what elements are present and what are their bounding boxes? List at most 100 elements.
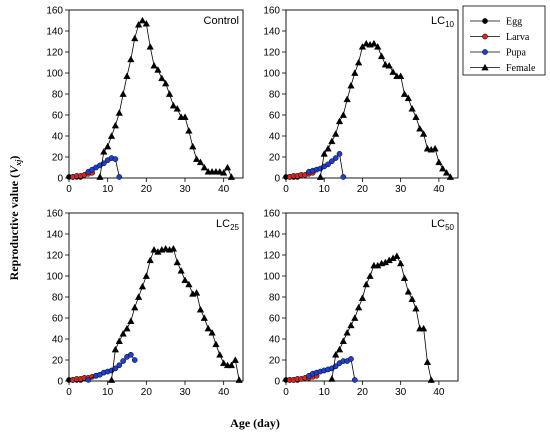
data-point bbox=[377, 52, 386, 60]
data-point bbox=[128, 351, 134, 358]
y-tick-label: 0 bbox=[57, 174, 63, 185]
panel-label-sub: 10 bbox=[445, 20, 454, 29]
data-point bbox=[431, 144, 439, 152]
x-tick-label: 20 bbox=[357, 184, 369, 195]
x-tick-label: 40 bbox=[218, 184, 230, 195]
data-point bbox=[397, 72, 405, 79]
x-tick-label: 30 bbox=[179, 184, 191, 195]
y-tick-label: 100 bbox=[263, 69, 280, 80]
y-tick-label: 120 bbox=[263, 48, 280, 59]
series-female bbox=[316, 39, 454, 180]
data-point bbox=[347, 321, 355, 329]
y-tick-label: 120 bbox=[46, 251, 63, 262]
series-line bbox=[111, 248, 240, 380]
x-tick-label: 30 bbox=[395, 387, 407, 398]
data-point bbox=[343, 95, 351, 103]
data-point bbox=[408, 295, 416, 302]
y-tick-label: 100 bbox=[263, 272, 280, 283]
legend-label: Egg bbox=[506, 17, 522, 28]
data-point bbox=[351, 377, 358, 383]
y-tick-label: 60 bbox=[269, 314, 281, 325]
data-point bbox=[354, 303, 363, 311]
x-tick-label: 30 bbox=[395, 184, 407, 195]
plot-frame bbox=[285, 212, 459, 382]
panel-label: LC25 bbox=[216, 218, 240, 232]
data-point bbox=[362, 39, 370, 47]
data-point bbox=[389, 68, 397, 75]
data-point bbox=[212, 340, 220, 348]
y-tick-label: 80 bbox=[52, 90, 64, 101]
data-point bbox=[354, 58, 363, 66]
data-point bbox=[343, 328, 351, 336]
x-tick-label: 10 bbox=[102, 387, 114, 398]
y-tick-label: 120 bbox=[46, 48, 63, 59]
data-point bbox=[131, 34, 139, 42]
data-point bbox=[400, 90, 409, 97]
y-axis-title-main: Reproductive value ( bbox=[7, 174, 21, 280]
data-point bbox=[223, 163, 232, 171]
y-tick-label: 20 bbox=[52, 356, 64, 367]
panel-label-main: Control bbox=[204, 15, 239, 27]
data-point bbox=[435, 158, 443, 166]
x-tick-label: 10 bbox=[319, 184, 331, 195]
y-axis-title-sub: xj bbox=[14, 159, 23, 167]
series-larva bbox=[286, 169, 316, 180]
y-tick-label: 160 bbox=[46, 6, 63, 17]
data-point bbox=[131, 303, 139, 311]
y-tick-label: 60 bbox=[269, 111, 281, 122]
data-point bbox=[381, 60, 390, 68]
data-point bbox=[220, 359, 228, 366]
data-point bbox=[146, 43, 154, 50]
y-tick-label: 140 bbox=[263, 230, 280, 241]
data-point bbox=[146, 256, 154, 264]
plot-frame bbox=[68, 9, 244, 179]
data-point bbox=[192, 289, 201, 296]
data-point bbox=[127, 55, 135, 63]
legend-item-pupa: Pupa bbox=[470, 48, 527, 59]
data-point bbox=[347, 81, 355, 89]
y-tick-label: 0 bbox=[274, 377, 280, 388]
y-tick-label: 20 bbox=[269, 153, 281, 164]
data-point bbox=[374, 43, 382, 50]
y-tick-label: 160 bbox=[263, 6, 280, 17]
data-point bbox=[340, 174, 347, 180]
data-point bbox=[325, 161, 331, 168]
y-tick-label: 120 bbox=[263, 251, 280, 262]
data-point bbox=[216, 351, 224, 358]
data-point bbox=[100, 148, 108, 155]
x-tick-label: 0 bbox=[66, 387, 72, 398]
panel-label: Control bbox=[204, 15, 239, 27]
legend-label: Larva bbox=[506, 32, 530, 43]
data-point bbox=[115, 109, 123, 116]
data-point bbox=[111, 345, 120, 353]
data-point bbox=[134, 293, 143, 300]
data-point bbox=[112, 156, 119, 162]
panel-3: 0 20 40 60 80 100 120 140 160 0 10 20 30 40 LC25 bbox=[46, 209, 244, 398]
y-tick-label: 40 bbox=[52, 132, 64, 143]
plot-frame bbox=[68, 212, 244, 382]
x-tick-label: 20 bbox=[141, 387, 153, 398]
data-point bbox=[335, 345, 344, 353]
plot-frame bbox=[285, 9, 459, 179]
y-tick-label: 40 bbox=[269, 335, 281, 346]
data-point bbox=[192, 155, 201, 162]
y-tick-label: 140 bbox=[46, 27, 63, 38]
data-point bbox=[169, 244, 178, 252]
data-point bbox=[412, 304, 420, 312]
data-point bbox=[196, 305, 205, 313]
data-point bbox=[439, 164, 447, 172]
panel-4: 0 20 40 60 80 100 120 140 160 0 10 20 30 40 LC50 bbox=[263, 209, 459, 398]
x-tick-label: 0 bbox=[283, 184, 289, 195]
data-point bbox=[131, 357, 138, 363]
legend-label: Female bbox=[506, 63, 536, 74]
data-point bbox=[419, 130, 428, 137]
y-tick-label: 40 bbox=[269, 132, 281, 143]
data-point bbox=[104, 142, 112, 150]
data-point bbox=[336, 151, 343, 157]
data-point bbox=[111, 121, 120, 129]
data-point bbox=[138, 282, 147, 290]
legend-marker bbox=[482, 33, 488, 40]
y-tick-label: 100 bbox=[46, 272, 63, 283]
